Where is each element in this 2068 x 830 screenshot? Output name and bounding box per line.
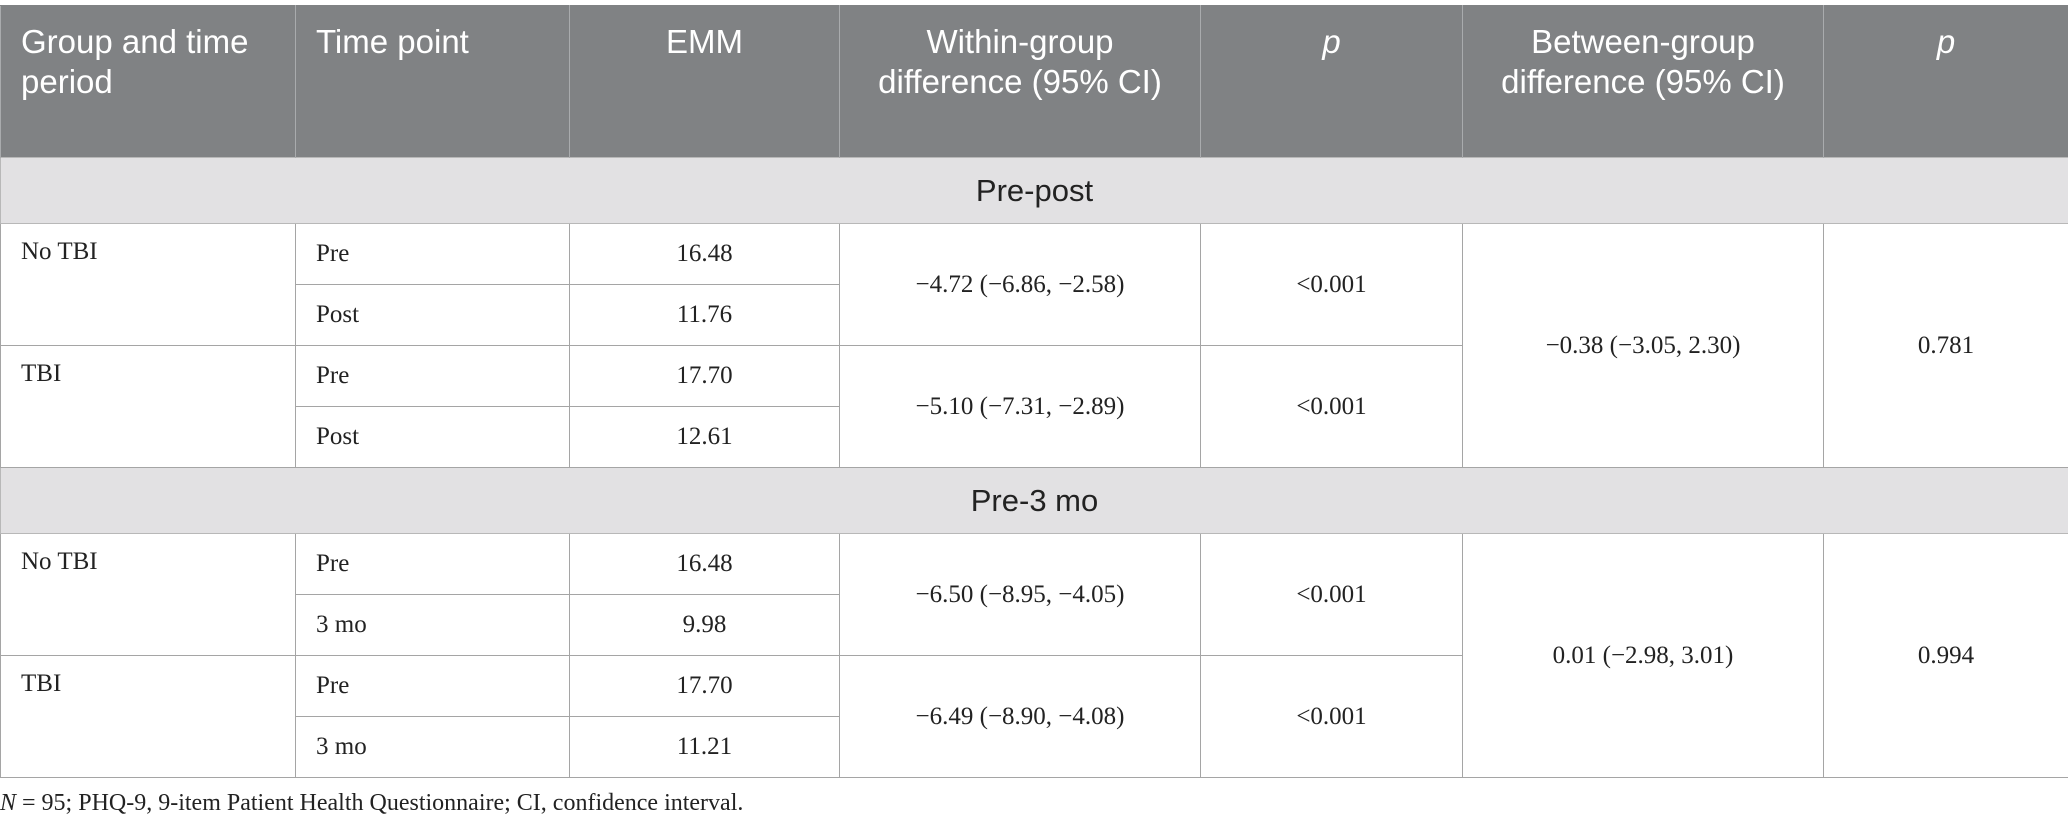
between-diff: 0.01 (−2.98, 3.01) [1462, 533, 1824, 778]
footnote-n-label: N [0, 790, 17, 816]
group-name: No TBI [0, 533, 296, 656]
section-title: Pre-3 mo [0, 467, 2068, 534]
table-row: No TBI Pre 16.48 −4.72 (−6.86, −2.58) <0… [0, 223, 2068, 468]
table-footnote: N = 95; PHQ-9, 9-item Patient Health Que… [0, 790, 743, 817]
header-p-between: p [1823, 5, 2068, 158]
table-row: No TBI Pre 16.48 −6.50 (−8.95, −4.05) <0… [0, 533, 2068, 778]
section-title: Pre-post [0, 157, 2068, 224]
emm-value: 11.76 [569, 284, 840, 346]
header-p-between-label: p [1936, 23, 1956, 60]
time-point: Pre [295, 345, 570, 407]
table-row: 3 mo 9.98 [1, 594, 2068, 656]
header-p-within-label: p [1322, 23, 1341, 60]
within-diff: −4.72 (−6.86, −2.58) [839, 223, 1201, 346]
table-header: Group and time period Time point EMM Wit… [0, 5, 2068, 158]
within-diff: −6.49 (−8.90, −4.08) [839, 655, 1201, 778]
header-group: Group and time period [0, 5, 296, 158]
emm-value: 16.48 [569, 533, 840, 595]
header-emm: EMM [569, 5, 840, 158]
section-row-pre-3mo: Pre-3 mo [0, 467, 2068, 534]
between-diff: −0.38 (−3.05, 2.30) [1462, 223, 1824, 468]
header-within-diff: Within-group difference (95% CI) [839, 5, 1201, 158]
within-p: <0.001 [1200, 655, 1463, 778]
group-name: No TBI [0, 223, 296, 346]
header-between-diff: Between-group difference (95% CI) [1462, 5, 1824, 158]
between-p: 0.781 [1823, 223, 2068, 468]
group-name: TBI [0, 655, 296, 778]
footnote-text: = 95; PHQ-9, 9-item Patient Health Quest… [16, 790, 744, 816]
time-point: 3 mo [295, 716, 570, 778]
emm-value: 17.70 [569, 345, 840, 407]
within-p: <0.001 [1200, 223, 1463, 346]
emm-value: 11.21 [569, 716, 840, 778]
within-p: <0.001 [1200, 533, 1463, 656]
group-name: TBI [0, 345, 296, 468]
between-p: 0.994 [1823, 533, 2068, 778]
results-table: Group and time period Time point EMM Wit… [0, 5, 2068, 778]
table-body: Pre-post No TBI Pre 16.48 −4.72 (−6.86, … [0, 157, 2068, 778]
time-point: 3 mo [295, 594, 570, 656]
header-row: Group and time period Time point EMM Wit… [0, 5, 2068, 158]
time-point: Pre [295, 655, 570, 717]
time-point: Pre [295, 533, 570, 595]
table-row: Post 11.76 [1, 284, 2068, 346]
section-row-pre-post: Pre-post [0, 157, 2068, 224]
emm-value: 9.98 [569, 594, 840, 656]
emm-value: 16.48 [569, 223, 840, 285]
header-p-within: p [1200, 5, 1463, 158]
time-point: Post [295, 284, 570, 346]
time-point: Post [295, 406, 570, 468]
emm-value: 12.61 [569, 406, 840, 468]
header-time-point: Time point [295, 5, 570, 158]
emm-value: 17.70 [569, 655, 840, 717]
within-p: <0.001 [1200, 345, 1463, 468]
table-row: Post 12.61 [1, 406, 2068, 468]
time-point: Pre [295, 223, 570, 285]
table-row: TBI Pre 17.70 −6.49 (−8.90, −4.08) <0.00… [0, 655, 2068, 778]
within-diff: −5.10 (−7.31, −2.89) [839, 345, 1201, 468]
table-row: 3 mo 11.21 [1, 716, 2068, 778]
within-diff: −6.50 (−8.95, −4.05) [839, 533, 1201, 656]
